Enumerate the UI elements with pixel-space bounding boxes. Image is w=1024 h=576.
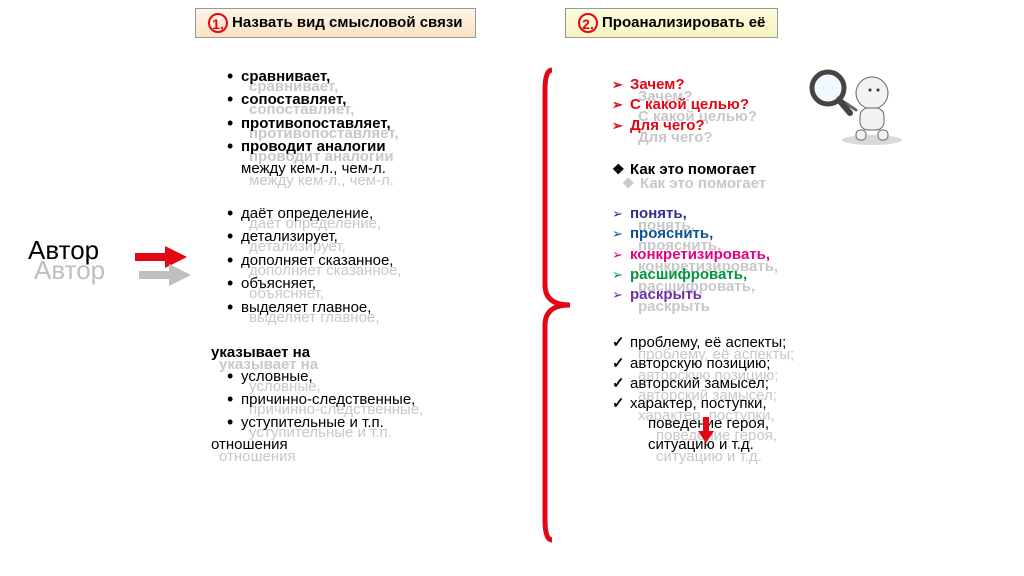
verbs-block: понять,понять,прояснить,прояснить,конкре… [612,204,992,305]
list-item: сравнивает,сравнивает, [241,65,515,88]
list-item: дополняет сказанное,дополняет сказанное, [241,249,515,272]
arrow-down-red [698,417,714,443]
left-column: сравнивает,сравнивает,сопоставляет,сопос… [225,65,515,478]
step-2-num: 2. [578,13,598,33]
group3-tail: отношения [211,436,288,453]
curly-bracket [540,60,590,550]
left-group-1: сравнивает,сравнивает,сопоставляет,сопос… [225,65,515,178]
list-item: расшифровать,расшифровать, [630,265,992,285]
list-item: уступительные и т.п.уступительные и т.п. [241,411,515,434]
list-item: проводит аналогиипроводит аналогии [241,135,515,158]
list-item: авторскую позицию;авторскую позицию; [630,354,992,374]
list-item: характер, поступки,характер, поступки, [630,394,992,414]
step-1-num: 1. [208,13,228,33]
step-1-header: 1.Назвать вид смысловой связи [195,8,476,38]
list-item: прояснить,прояснить, [630,224,992,244]
arrow-right-gray [139,264,195,286]
list-item: даёт определение,даёт определение, [241,202,515,225]
list-item: детализирует,детализирует, [241,225,515,248]
list-item: понять,понять, [630,204,992,224]
how-helps: Как это помогает [612,161,756,178]
list-item: авторский замысел;авторский замысел; [630,374,992,394]
list-item: ситуацию и т.д.ситуацию и т.д. [630,435,992,455]
list-item: между кем-л., чем-л.между кем-л., чем-л. [241,159,515,179]
step-1-title: Назвать вид смысловой связи [232,14,463,31]
figure-magnifier-icon [800,58,910,148]
list-item: противопоставляет,противопоставляет, [241,112,515,135]
list-item: причинно-следственные,причинно-следствен… [241,388,515,411]
targets-block: проблему, её аспекты;проблему, её аспект… [612,333,992,455]
left-group-3: указывает на указывает на условные,услов… [225,343,515,454]
list-item: поведение героя,поведение героя, [630,414,992,434]
list-item: конкретизировать,конкретизировать, [630,245,992,265]
group3-heading: указывает на [211,344,310,361]
step-2-title: Проанализировать её [602,14,765,31]
author-label: Автор [28,235,99,266]
left-group-2: даёт определение,даёт определение,детали… [225,202,515,319]
list-item: сопоставляет,сопоставляет, [241,88,515,111]
step-2-header: 2.Проанализировать её [565,8,778,38]
list-item: проблему, её аспекты;проблему, её аспект… [630,333,992,353]
list-item: раскрытьраскрыть [630,285,992,305]
how-block: Как это помогает Как это помогает [612,160,992,180]
list-item: объясняет,объясняет, [241,272,515,295]
list-item: выделяет главное,выделяет главное, [241,296,515,319]
list-item: условные,условные, [241,365,515,388]
